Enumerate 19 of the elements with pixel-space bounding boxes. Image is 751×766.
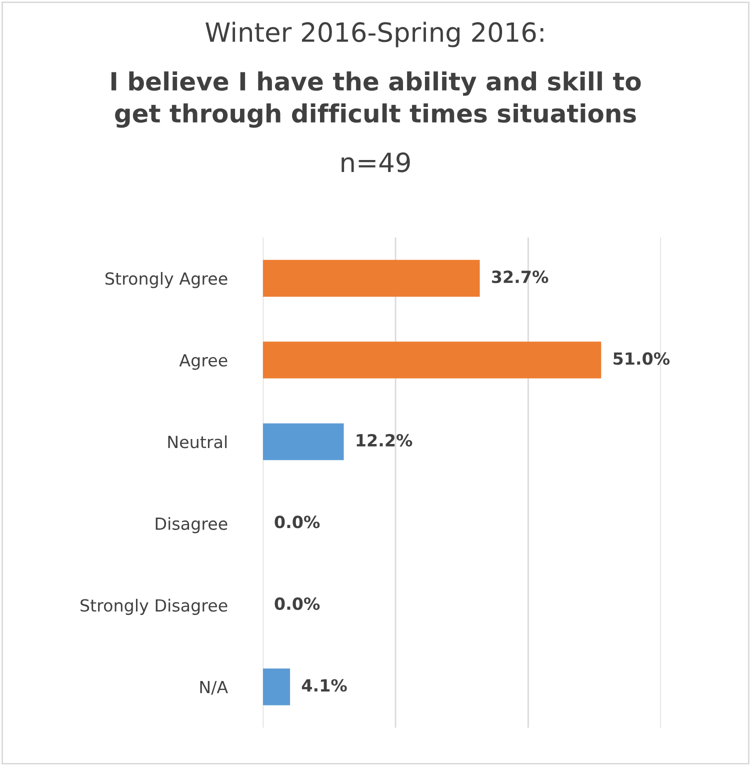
bar — [262, 423, 344, 460]
bar — [262, 668, 290, 706]
y-tick-label: Strongly Agree — [106, 272, 228, 288]
bar — [262, 342, 602, 378]
y-tick-label: Strongly Disagree — [80, 598, 228, 615]
data-label: 51.0% — [614, 352, 670, 365]
data-label: 12.2% — [356, 434, 412, 447]
y-tick-label: Agree — [179, 354, 228, 370]
data-label: 32.7% — [492, 270, 548, 284]
bar — [262, 260, 480, 297]
y-tick-label: Disagree — [156, 517, 228, 534]
data-label: 0.0% — [274, 597, 320, 610]
data-label: 4.1% — [302, 679, 347, 692]
chart-subtitle: I believe I have the ability and skill to get through difficult times situations — [111, 71, 641, 128]
text: n=49 — [342, 152, 410, 172]
chart-title: Winter 2016-Spring 2016: — [206, 22, 544, 48]
y-tick-label: N/A — [200, 681, 228, 695]
data-label: 0.0% — [274, 516, 320, 528]
y-tick-label: Neutral — [168, 435, 227, 448]
